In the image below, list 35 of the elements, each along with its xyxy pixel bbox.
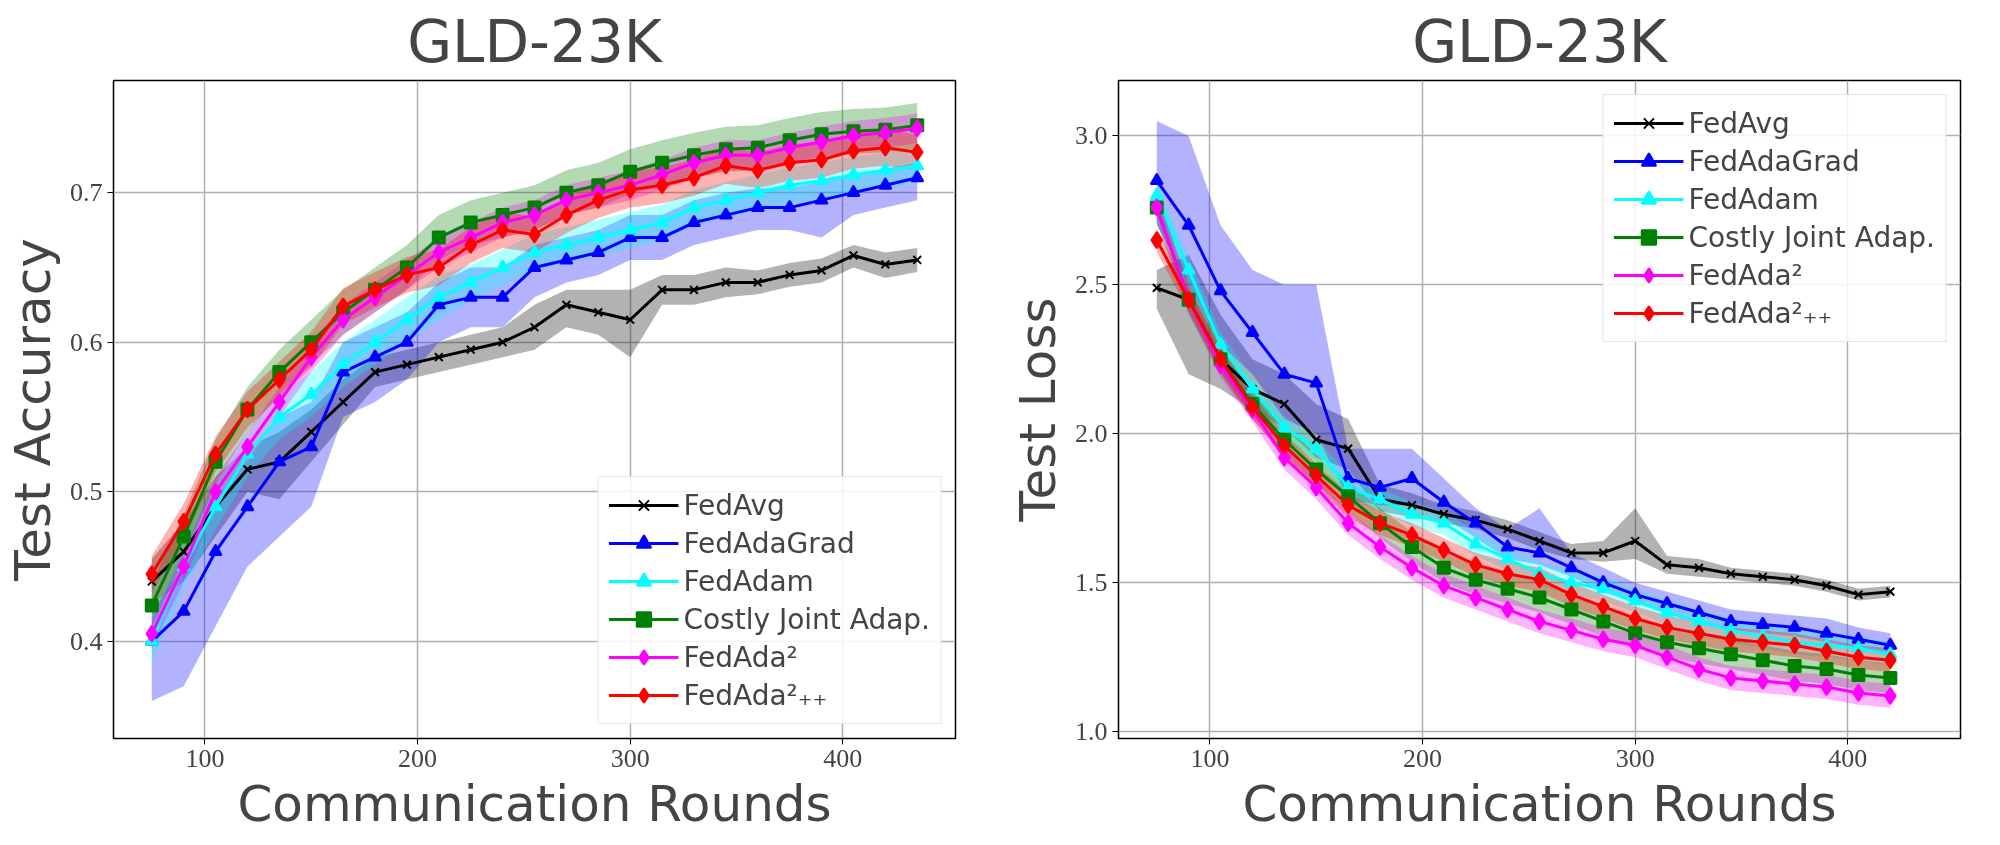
x-tick-label: 400 (823, 743, 863, 773)
y-tick-label: 1.0 (1075, 717, 1108, 747)
legend-label: FedAdam (1688, 182, 1819, 216)
legend-label: Costly Joint Adap. (683, 602, 930, 636)
y-tick-label: 2.5 (1075, 270, 1108, 300)
x-axis-title: Communication Rounds (237, 774, 832, 833)
legend-label: FedAvg (1688, 106, 1790, 140)
legend-label: FedAdam (683, 564, 814, 598)
x-tick-label: 100 (1190, 743, 1230, 773)
x-tick-label: 100 (185, 743, 225, 773)
legend-label: FedAvg (683, 488, 785, 522)
y-tick-label: 3.0 (1075, 121, 1108, 151)
legend-label: FedAda²₊₊ (1688, 296, 1833, 330)
x-tick-label: 200 (398, 743, 438, 773)
legend-label: FedAdaGrad (683, 526, 855, 560)
legend-label: FedAda²₊₊ (683, 678, 828, 712)
x-tick-label: 200 (1403, 743, 1443, 773)
y-tick-label: 1.5 (1075, 568, 1108, 598)
legend-label: FedAda² (683, 640, 798, 674)
chart-title: GLD-23K (1412, 7, 1669, 76)
x-tick-label: 300 (1615, 743, 1655, 773)
y-tick-label: 2.0 (1075, 419, 1108, 449)
legend-label: Costly Joint Adap. (1688, 220, 1935, 254)
y-tick-label: 0.5 (70, 477, 103, 507)
legend-label: FedAda² (1688, 258, 1803, 292)
x-axis-title: Communication Rounds (1242, 774, 1837, 833)
legend-label: FedAdaGrad (1688, 144, 1860, 178)
x-tick-label: 300 (610, 743, 650, 773)
x-tick-label: 400 (1828, 743, 1868, 773)
y-tick-label: 0.6 (70, 327, 103, 357)
y-tick-label: 0.4 (70, 626, 103, 656)
y-axis-title: Test Accuracy (4, 238, 62, 582)
y-tick-label: 0.7 (70, 178, 103, 208)
chart-title: GLD-23K (407, 7, 664, 76)
y-axis-title: Test Loss (1009, 297, 1067, 523)
